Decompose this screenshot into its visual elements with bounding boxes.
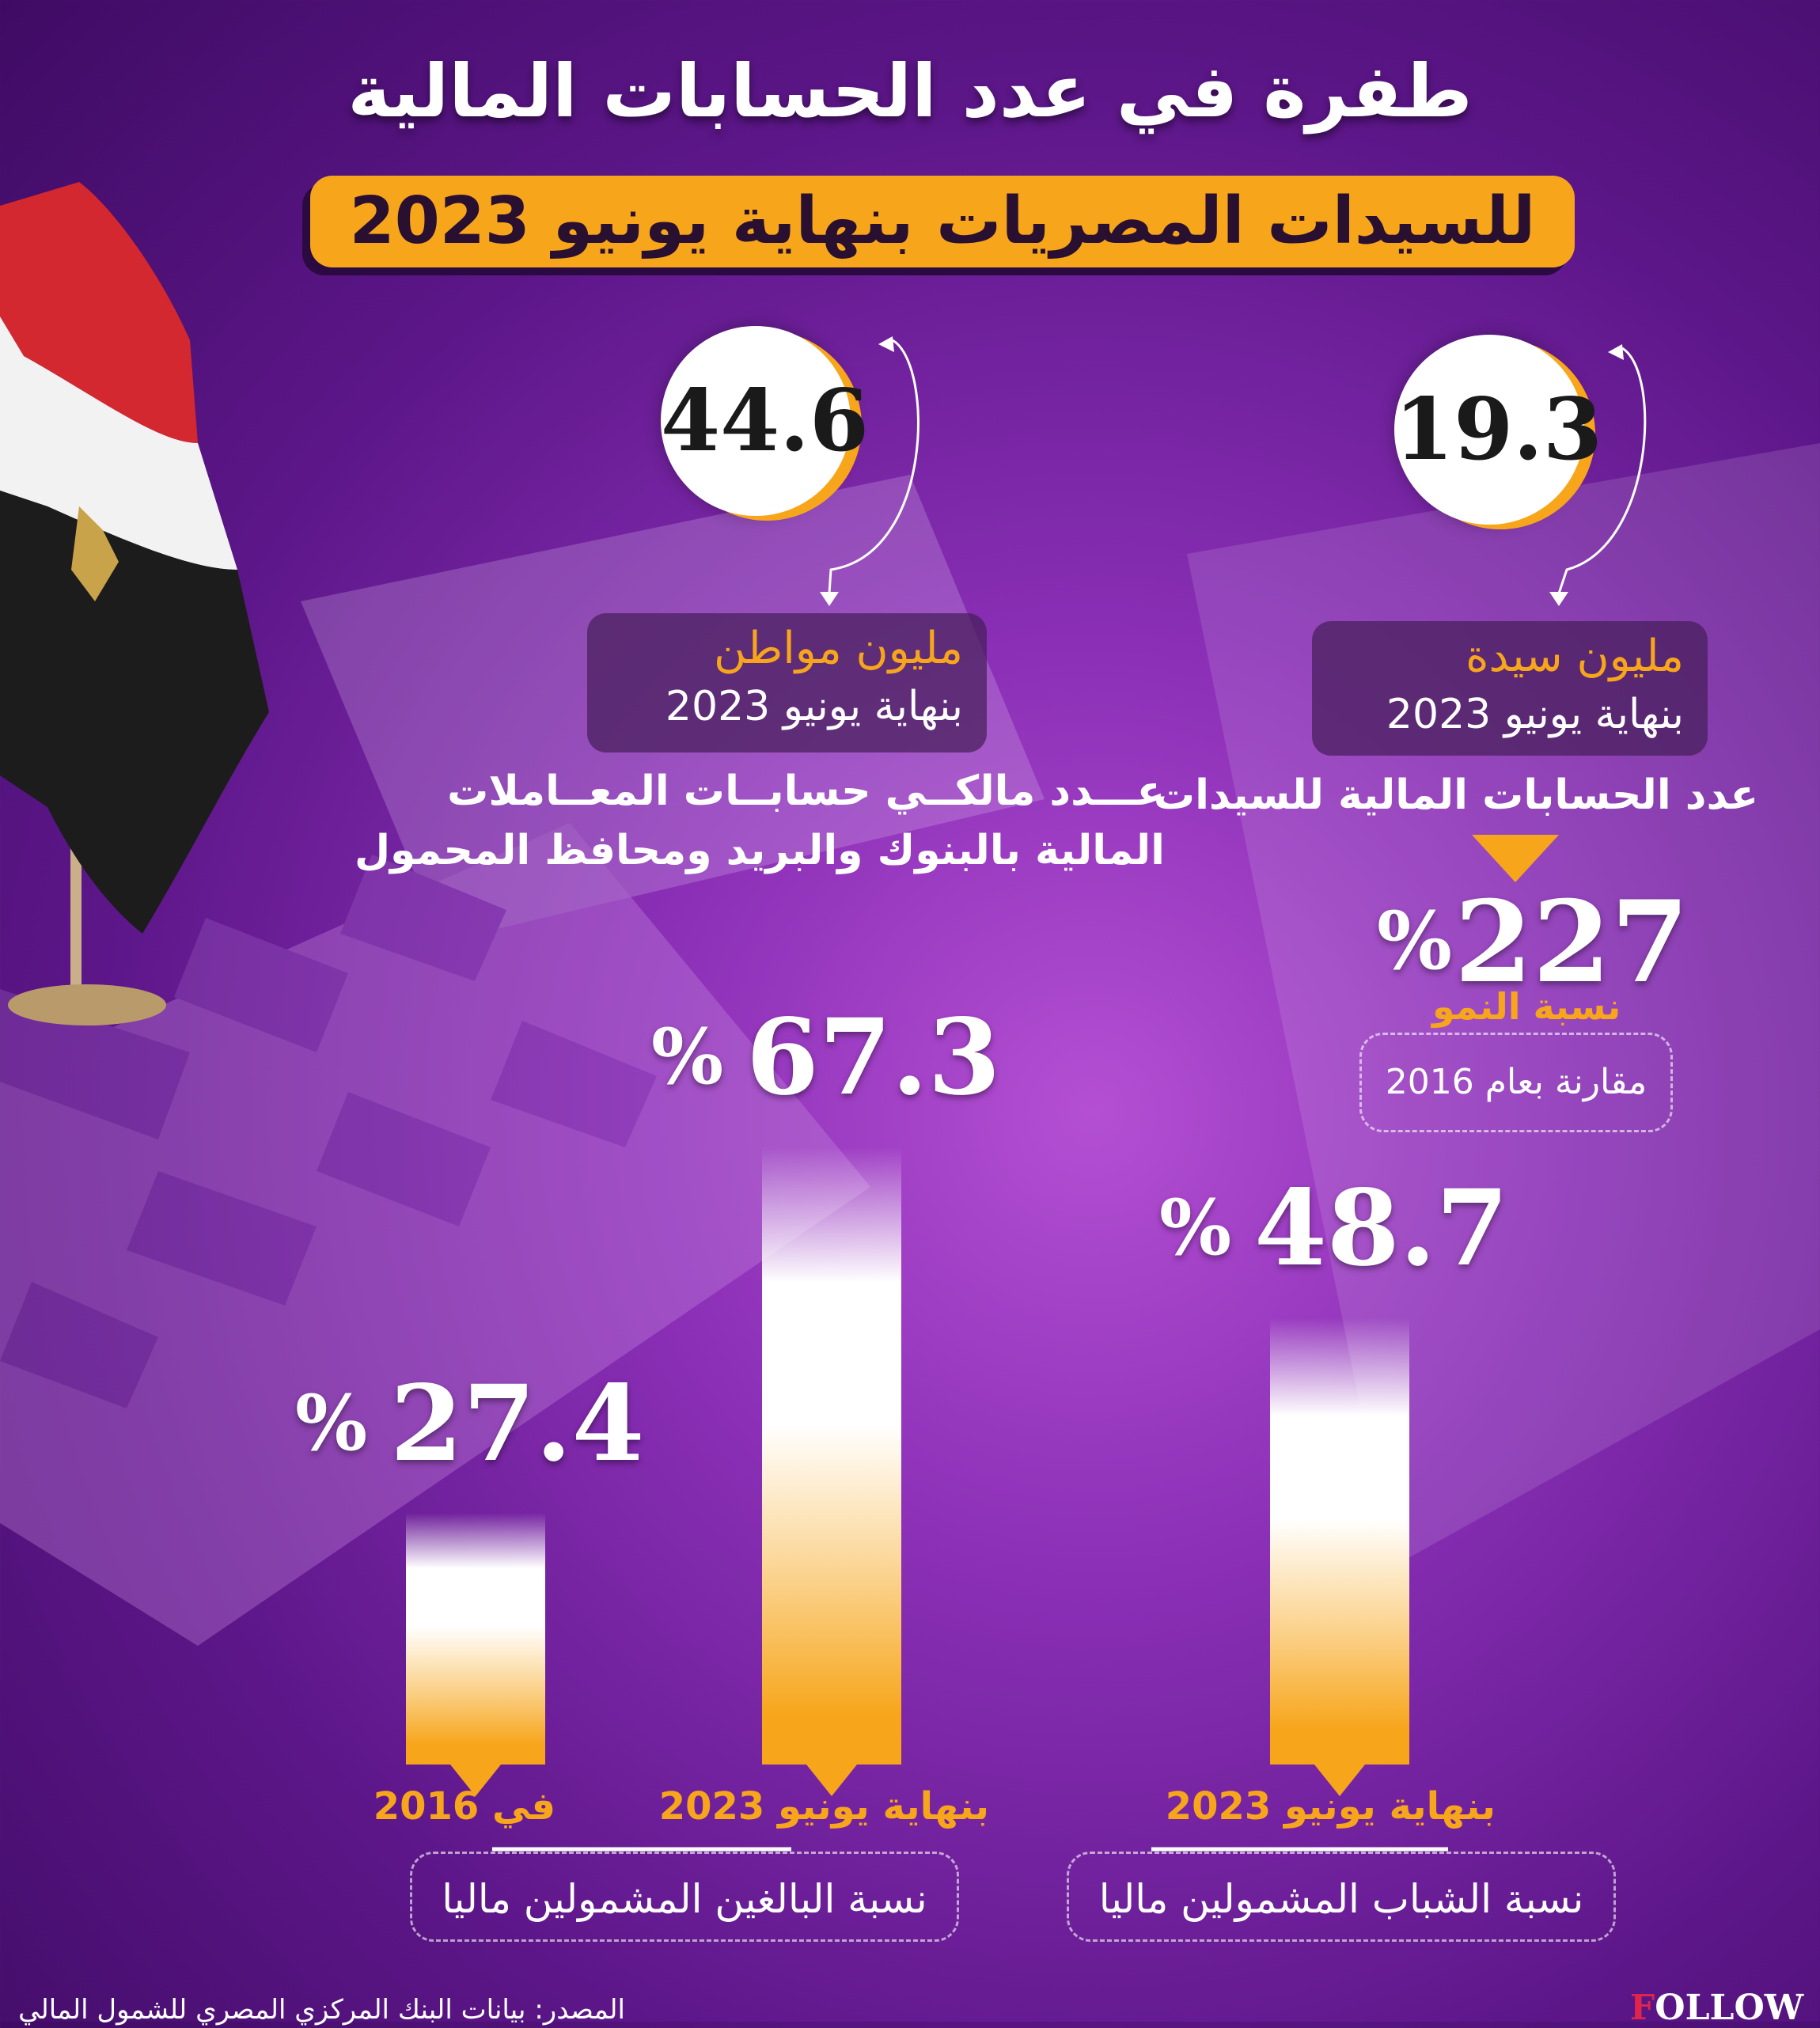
egypt-flag-illustration <box>0 182 269 1025</box>
citizens-value-circle: 44.6 <box>661 326 870 516</box>
women-unit: مليون سيدة <box>1465 631 1684 682</box>
growth-triangle-icon <box>1472 835 1559 882</box>
bar <box>406 1513 545 1765</box>
women-info-box: مليون سيدة بنهاية يونيو 2023 <box>1312 621 1708 756</box>
connector-arrows <box>828 339 1647 594</box>
source-note: المصدر: بيانات البنك المركزي المصري للشم… <box>18 1994 625 2026</box>
bar-value-label: 48.7 <box>1254 1167 1509 1291</box>
bar-value-label: 67.3 <box>746 996 1001 1120</box>
youth-group-box: نسبة الشباب المشمولين ماليا <box>1067 1852 1616 1942</box>
bar-pointer <box>450 1765 501 1796</box>
logo-initial: F <box>1630 1988 1655 2028</box>
bar-pointer <box>1314 1765 1365 1796</box>
follow-logo: FOLLOW <box>1630 1988 1803 2028</box>
women-date: بنهاية يونيو 2023 <box>1386 691 1684 738</box>
page-subtitle: للسيدات المصريات بنهاية يونيو 2023 <box>349 184 1536 259</box>
growth-label: نسبة النمو <box>1432 985 1621 1028</box>
youth-group-label: نسبة الشباب المشمولين ماليا <box>1098 1876 1584 1922</box>
bar-category-label: بنهاية يونيو 2023 <box>658 1784 989 1829</box>
citizens-description-line2: المالية بالبنوك والبريد ومحافظ المحمول <box>354 827 1165 874</box>
bar-percent-sign: % <box>1159 1183 1232 1273</box>
bar <box>762 1147 901 1765</box>
bar-percent-sign: % <box>295 1378 368 1469</box>
logo-rest: OLLOW <box>1655 1988 1804 2028</box>
bar-percent-sign: % <box>651 1012 724 1102</box>
subtitle-banner <box>310 176 1575 267</box>
comparison-text: مقارنة بعام 2016 <box>1385 1062 1647 1102</box>
citizens-unit: مليون مواطن <box>714 623 963 674</box>
bar-pointer <box>806 1765 857 1796</box>
calculator-illustration <box>0 475 1045 1646</box>
growth-percent-sign: % <box>1377 894 1453 987</box>
women-value: 19.3 <box>1394 380 1603 480</box>
bar <box>1270 1317 1409 1765</box>
adults-group-box: نسبة البالغين المشمولين ماليا <box>410 1852 959 1942</box>
citizens-description-line1: عـــدد مالكــي حسابــات المعــاملات <box>447 768 1165 815</box>
citizens-value: 44.6 <box>661 371 870 471</box>
comparison-box: مقارنة بعام 2016 <box>1359 1033 1673 1132</box>
bar-value-label: 27.4 <box>390 1363 645 1486</box>
growth-value: 227 <box>1454 877 1689 1008</box>
adults-group-label: نسبة البالغين المشمولين ماليا <box>442 1876 927 1922</box>
bar-category-label: بنهاية يونيو 2023 <box>1165 1784 1496 1829</box>
citizens-info-box: مليون مواطن بنهاية يونيو 2023 <box>587 613 987 752</box>
citizens-date: بنهاية يونيو 2023 <box>665 683 963 730</box>
women-value-circle: 19.3 <box>1394 335 1603 525</box>
bar-category-label: في 2016 <box>373 1784 555 1829</box>
women-description: عدد الحسابات المالية للسيدات <box>1153 771 1758 819</box>
page-title: طفرة في عدد الحسابات المالية <box>347 49 1473 134</box>
